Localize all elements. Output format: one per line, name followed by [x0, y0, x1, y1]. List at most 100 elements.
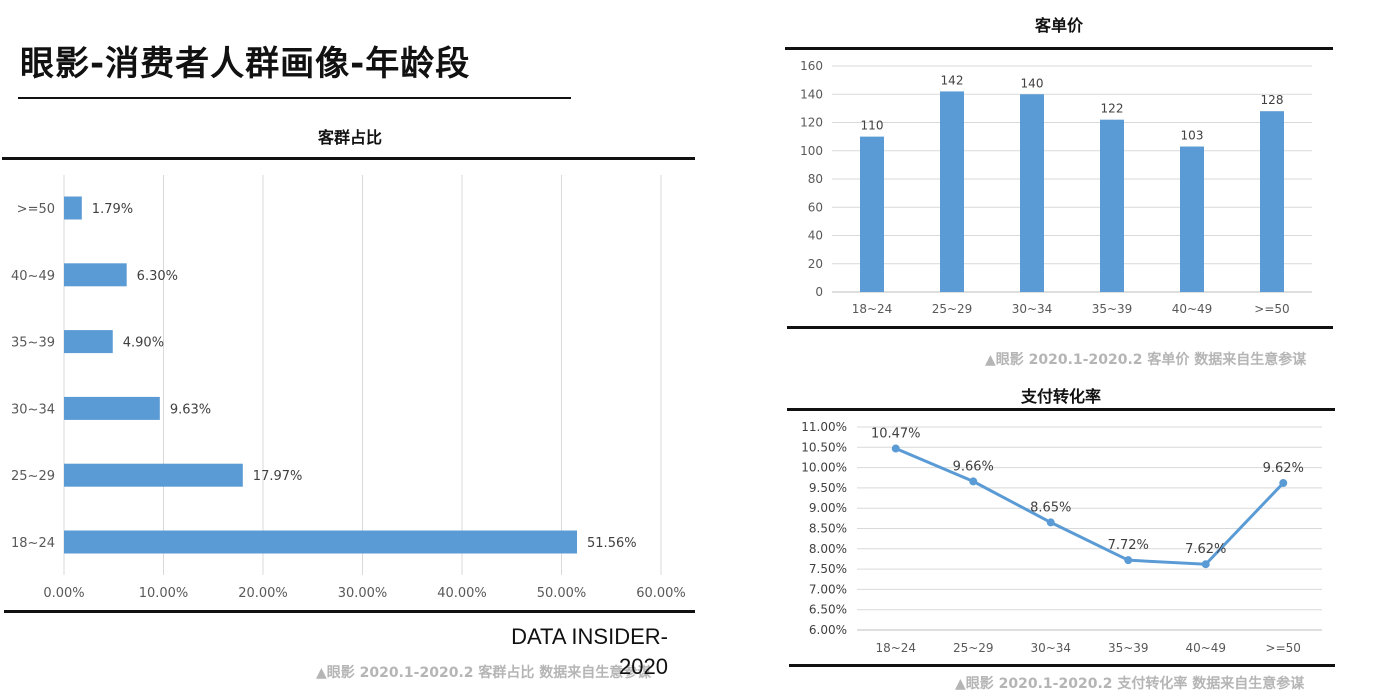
bar: [64, 530, 578, 554]
data-label: 7.62%: [1185, 542, 1226, 557]
x-tick-label: 60.00%: [636, 586, 686, 601]
category-label: 30~34: [11, 402, 55, 417]
data-point: [1046, 518, 1055, 527]
data-label: 122: [1101, 102, 1124, 116]
conversion-chart-title: 支付转化率: [1020, 387, 1101, 406]
data-label: 9.63%: [170, 402, 211, 417]
data-label: 142: [941, 73, 964, 87]
bar: [860, 136, 884, 292]
data-point: [969, 477, 978, 486]
y-tick-label: 0: [815, 285, 823, 299]
brand-watermark: DATA INSIDER-2020: [488, 622, 668, 682]
category-label: 30~34: [1030, 641, 1071, 655]
y-tick-label: 10.50%: [801, 440, 847, 454]
y-tick-label: 10.00%: [801, 461, 847, 475]
y-tick-label: 9.50%: [809, 481, 847, 495]
data-label: 4.90%: [123, 336, 164, 351]
y-tick-label: 8.50%: [809, 522, 847, 536]
category-label: 40~49: [11, 269, 55, 284]
y-tick-label: 8.00%: [809, 542, 847, 556]
data-point: [1124, 556, 1133, 565]
data-point: [891, 444, 900, 453]
price-chart-bottom-rule: [787, 326, 1333, 329]
category-label: >=50: [1266, 641, 1301, 655]
x-tick-label: 30.00%: [338, 586, 388, 601]
conversion-chart-source: ▲眼影 2020.1-2020.2 支付转化率 数据来自生意参谋: [955, 676, 1305, 692]
bar: [64, 196, 82, 220]
title-underline: [18, 97, 571, 99]
price-chart-source: ▲眼影 2020.1-2020.2 客单价 数据来自生意参谋: [985, 352, 1307, 368]
data-label: 103: [1181, 129, 1204, 143]
y-tick-label: 7.50%: [809, 562, 847, 576]
bar: [1260, 111, 1284, 292]
y-tick-label: 9.00%: [809, 501, 847, 515]
category-label: 35~39: [11, 336, 55, 351]
y-tick-label: 160: [800, 59, 823, 73]
conversion-chart-bottom-rule: [789, 664, 1335, 667]
share-chart-source: ▲眼影 2020.1-2020.2 客群占比 数据来自生意参谋: [316, 665, 652, 681]
category-label: 25~29: [953, 641, 994, 655]
y-tick-label: 140: [800, 87, 823, 101]
y-tick-label: 7.00%: [809, 582, 847, 596]
share-chart-top-rule: [2, 157, 695, 160]
brand-text: DATA INSIDER-2020: [511, 624, 668, 679]
conversion-chart-top-rule: [787, 408, 1335, 411]
data-label: 9.66%: [953, 459, 994, 474]
data-label: 9.62%: [1263, 461, 1304, 476]
category-label: >=50: [1254, 302, 1289, 316]
data-label: 10.47%: [871, 427, 921, 442]
price-chart-top-rule: [785, 47, 1333, 50]
y-tick-label: 6.00%: [809, 623, 847, 637]
category-label: 18~24: [852, 302, 893, 316]
category-label: 18~24: [875, 641, 916, 655]
bar: [1180, 146, 1204, 292]
bar: [64, 463, 243, 487]
y-tick-label: 120: [800, 116, 823, 130]
y-tick-label: 60: [808, 200, 823, 214]
x-tick-label: 20.00%: [238, 586, 288, 601]
page-title: 眼影-消费者人群画像-年龄段: [20, 44, 471, 84]
data-point: [1201, 560, 1210, 569]
data-label: 140: [1021, 76, 1044, 90]
conversion-chart: 6.00% 6.50% 7.00% 7.50% 8.00% 8.50% 9.00% 9.50%…: [801, 420, 1322, 655]
category-label: >=50: [17, 202, 55, 217]
category-label: 30~34: [1012, 302, 1053, 316]
price-chart: 0 20 40 60 80 100 120 140 160 110 18~24 142 25~29 140…: [800, 59, 1312, 316]
y-tick-label: 100: [800, 144, 823, 158]
category-label: 18~24: [11, 536, 55, 551]
data-label: 128: [1261, 93, 1284, 107]
category-label: 35~39: [1092, 302, 1133, 316]
data-point: [1279, 479, 1288, 488]
x-tick-label: 50.00%: [537, 586, 587, 601]
data-label: 1.79%: [92, 202, 133, 217]
y-tick-label: 11.00%: [801, 420, 847, 434]
price-chart-title: 客单价: [1034, 16, 1083, 35]
bar: [64, 396, 160, 420]
data-label: 17.97%: [253, 469, 303, 484]
x-tick-label: 10.00%: [139, 586, 189, 601]
bar: [64, 263, 127, 287]
bar: [1020, 94, 1044, 292]
data-label: 51.56%: [587, 536, 637, 551]
bar: [64, 330, 113, 354]
y-tick-label: 20: [808, 257, 823, 271]
category-label: 40~49: [1172, 302, 1213, 316]
bar: [940, 91, 964, 292]
category-label: 35~39: [1108, 641, 1149, 655]
data-label: 110: [861, 119, 884, 133]
y-tick-label: 40: [808, 229, 823, 243]
series-line: [895, 447, 1285, 566]
share-chart-bottom-rule: [4, 610, 695, 613]
share-chart-title: 客群占比: [317, 128, 382, 147]
data-label: 7.72%: [1108, 538, 1149, 553]
bar: [1100, 119, 1124, 292]
share-chart: 0.00% 10.00% 20.00% 30.00% 40.00% 50.00% 60.00…: [11, 175, 686, 601]
x-tick-label: 40.00%: [437, 586, 487, 601]
category-label: 25~29: [11, 469, 55, 484]
data-label: 8.65%: [1030, 500, 1071, 515]
x-tick-label: 0.00%: [43, 586, 84, 601]
category-label: 25~29: [932, 302, 973, 316]
y-tick-label: 80: [808, 172, 823, 186]
y-tick-label: 6.50%: [809, 603, 847, 617]
category-label: 40~49: [1185, 641, 1226, 655]
